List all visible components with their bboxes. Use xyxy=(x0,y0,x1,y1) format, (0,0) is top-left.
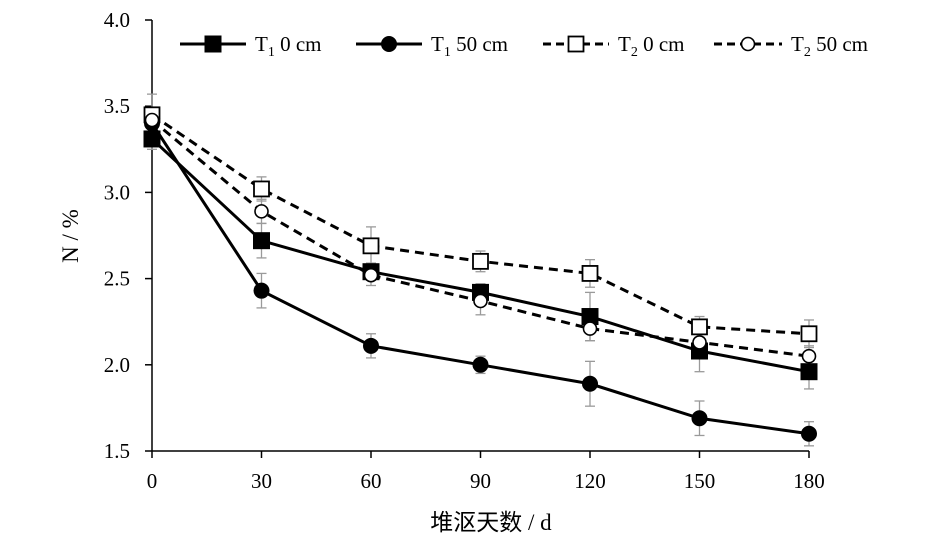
data-point-t1-50-cm xyxy=(253,282,270,299)
x-tick-label: 60 xyxy=(361,469,382,493)
data-point-t2-0-cm xyxy=(472,252,489,270)
x-tick-label: 180 xyxy=(793,469,825,493)
data-point-t1-50-cm xyxy=(801,425,817,442)
legend-marker-t1-0-cm xyxy=(204,35,222,53)
x-tick-label: 30 xyxy=(251,469,272,493)
legend-label-t1-0-cm: T1 0 cm xyxy=(255,32,321,60)
series-markers xyxy=(143,106,818,442)
y-axis-title: N / % xyxy=(58,209,83,263)
data-point-t1-50-cm xyxy=(691,410,708,427)
data-point-t2-50-cm xyxy=(144,112,160,128)
data-point-t1-0-cm xyxy=(253,232,270,250)
y-tick-label: 3.0 xyxy=(104,180,130,204)
y-tick-label: 1.5 xyxy=(104,439,130,463)
legend-marker-t2-50-cm xyxy=(740,36,756,52)
legend-marker-t1-50-cm xyxy=(381,36,397,52)
legend-marker-t2-0-cm xyxy=(567,35,585,53)
x-tick-label: 120 xyxy=(574,469,606,493)
x-tick-label: 90 xyxy=(470,469,491,493)
series-line-t1-50-cm xyxy=(150,122,810,436)
data-point-t2-50-cm xyxy=(363,267,379,283)
data-point-t1-0-cm xyxy=(143,130,161,148)
y-tick-label: 4.0 xyxy=(104,8,130,32)
data-point-t2-0-cm xyxy=(800,325,818,343)
x-tick-label: 0 xyxy=(147,469,158,493)
series-lines xyxy=(150,113,810,436)
series-line-t2-50-cm xyxy=(151,118,810,358)
data-point-t2-50-cm xyxy=(582,321,598,336)
y-tick-label: 2.5 xyxy=(104,267,130,291)
data-point-t2-50-cm xyxy=(473,293,488,309)
data-point-t1-0-cm xyxy=(800,363,818,381)
data-point-t2-0-cm xyxy=(362,237,380,255)
data-point-t2-50-cm xyxy=(692,335,707,350)
data-point-t2-0-cm xyxy=(253,180,270,198)
data-point-t1-50-cm xyxy=(363,337,379,354)
axes: 1.5 2.0 2.5 3.0 3.5 4.0 0 30 60 90 120 150 180 xyxy=(104,8,825,493)
legend: T1 0 cm T1 50 cm T2 0 cm T2 50 cm xyxy=(180,32,868,60)
data-point-t2-0-cm xyxy=(691,318,708,336)
legend-label-t2-50-cm: T2 50 cm xyxy=(791,32,868,60)
data-point-t2-0-cm xyxy=(581,265,599,282)
x-tick-label: 150 xyxy=(684,469,716,493)
y-tick-label: 3.5 xyxy=(104,94,130,118)
x-axis-title: 堆沤天数 / d xyxy=(430,510,552,535)
y-tick-label: 2.0 xyxy=(104,353,130,377)
data-point-t2-50-cm xyxy=(254,204,269,219)
legend-label-t2-0-cm: T2 0 cm xyxy=(618,32,684,60)
data-point-t1-50-cm xyxy=(582,375,598,392)
data-point-t1-50-cm xyxy=(472,356,489,373)
data-point-t2-50-cm xyxy=(801,348,817,364)
legend-label-t1-50-cm: T1 50 cm xyxy=(431,32,508,60)
